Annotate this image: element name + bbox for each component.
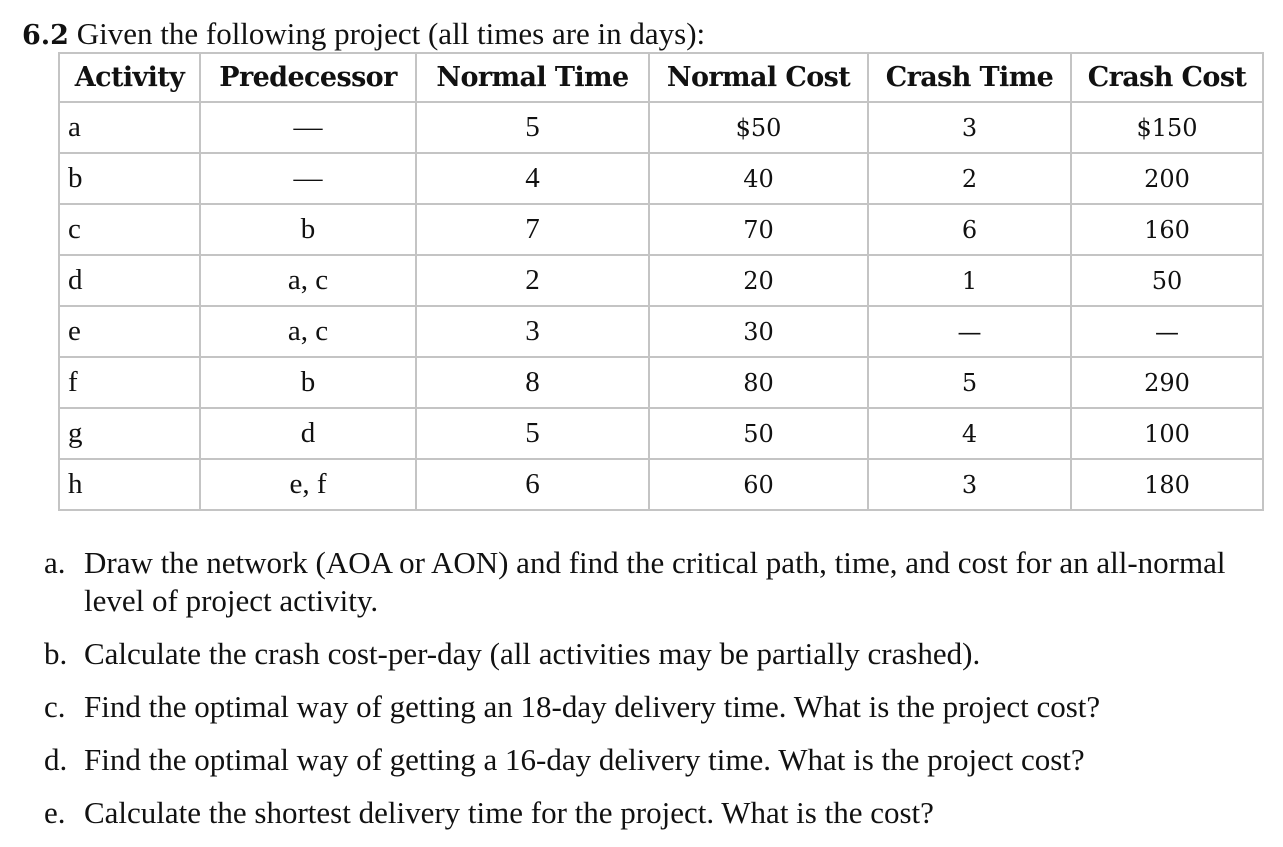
question-e: e. Calculate the shortest delivery time … <box>44 794 1279 832</box>
question-label: b. <box>44 636 68 671</box>
cell-normal-time: 5 <box>415 407 650 460</box>
table-row: c b 7 70 6 160 <box>58 203 1264 256</box>
cell-normal-cost: $50 <box>648 101 869 154</box>
cell-normal-time: 5 <box>415 101 650 154</box>
cell-normal-time: 8 <box>415 356 650 409</box>
cell-crash-time: 4 <box>867 407 1072 460</box>
cell-normal-cost: 20 <box>648 254 869 307</box>
question-a: a. Draw the network (AOA or AON) and fin… <box>44 544 1279 620</box>
cell-activity: f <box>58 356 201 409</box>
cell-normal-cost: 50 <box>648 407 869 460</box>
question-text: Find the optimal way of getting a 16-day… <box>84 742 1085 777</box>
question-label: c. <box>44 689 66 724</box>
table-row: d a, c 2 20 1 50 <box>58 254 1264 307</box>
cell-activity: b <box>58 152 201 205</box>
cell-crash-cost: 290 <box>1070 356 1264 409</box>
header-activity: Activity <box>58 52 201 103</box>
question-d: d. Find the optimal way of getting a 16-… <box>44 741 1279 779</box>
header-normal-cost: Normal Cost <box>648 52 869 103</box>
cell-activity: h <box>58 458 201 511</box>
cell-activity: d <box>58 254 201 307</box>
cell-crash-cost: 200 <box>1070 152 1264 205</box>
cell-normal-cost: 70 <box>648 203 869 256</box>
cell-crash-time: 3 <box>867 458 1072 511</box>
cell-crash-cost: 100 <box>1070 407 1264 460</box>
cell-predecessor: a, c <box>199 305 417 358</box>
header-predecessor: Predecessor <box>199 52 417 103</box>
project-activity-table: Activity Predecessor Normal Time Normal … <box>58 52 1264 511</box>
question-label: e. <box>44 795 66 830</box>
cell-crash-cost: 180 <box>1070 458 1264 511</box>
cell-activity: g <box>58 407 201 460</box>
question-text: Calculate the crash cost-per-day (all ac… <box>84 636 981 671</box>
cell-crash-cost: 50 <box>1070 254 1264 307</box>
table-row: b — 4 40 2 200 <box>58 152 1264 205</box>
table-row: h e, f 6 60 3 180 <box>58 458 1264 511</box>
cell-normal-cost: 30 <box>648 305 869 358</box>
cell-crash-cost: $150 <box>1070 101 1264 154</box>
problem-number: 6.2 <box>22 20 69 51</box>
question-label: d. <box>44 742 68 777</box>
question-text: Calculate the shortest delivery time for… <box>84 795 934 830</box>
cell-crash-cost: — <box>1070 305 1264 358</box>
header-crash-time: Crash Time <box>867 52 1072 103</box>
cell-crash-time: 1 <box>867 254 1072 307</box>
cell-normal-cost: 60 <box>648 458 869 511</box>
cell-crash-time: 5 <box>867 356 1072 409</box>
question-label: a. <box>44 545 66 580</box>
table-header-row: Activity Predecessor Normal Time Normal … <box>58 52 1264 103</box>
cell-normal-cost: 40 <box>648 152 869 205</box>
cell-predecessor: — <box>199 152 417 205</box>
question-text: Find the optimal way of getting an 18-da… <box>84 689 1101 724</box>
table-row: e a, c 3 30 — — <box>58 305 1264 358</box>
table-row: a — 5 $50 3 $150 <box>58 101 1264 154</box>
cell-normal-time: 4 <box>415 152 650 205</box>
cell-normal-time: 3 <box>415 305 650 358</box>
cell-crash-time: 6 <box>867 203 1072 256</box>
cell-crash-time: — <box>867 305 1072 358</box>
question-b: b. Calculate the crash cost-per-day (all… <box>44 635 1279 673</box>
question-list: a. Draw the network (AOA or AON) and fin… <box>44 544 1279 847</box>
cell-predecessor: b <box>199 203 417 256</box>
question-c: c. Find the optimal way of getting an 18… <box>44 688 1279 726</box>
header-crash-cost: Crash Cost <box>1070 52 1264 103</box>
cell-predecessor: b <box>199 356 417 409</box>
cell-activity: e <box>58 305 201 358</box>
problem-title: 6.2 Given the following project (all tim… <box>22 14 705 56</box>
problem-intro: Given the following project (all times a… <box>76 16 706 51</box>
cell-crash-cost: 160 <box>1070 203 1264 256</box>
cell-activity: c <box>58 203 201 256</box>
cell-normal-time: 2 <box>415 254 650 307</box>
cell-predecessor: e, f <box>199 458 417 511</box>
cell-predecessor: — <box>199 101 417 154</box>
cell-crash-time: 2 <box>867 152 1072 205</box>
cell-predecessor: d <box>199 407 417 460</box>
cell-activity: a <box>58 101 201 154</box>
header-normal-time: Normal Time <box>415 52 650 103</box>
table-row: g d 5 50 4 100 <box>58 407 1264 460</box>
table-row: f b 8 80 5 290 <box>58 356 1264 409</box>
cell-normal-time: 7 <box>415 203 650 256</box>
cell-predecessor: a, c <box>199 254 417 307</box>
question-text: Draw the network (AOA or AON) and find t… <box>84 545 1226 618</box>
cell-normal-cost: 80 <box>648 356 869 409</box>
cell-normal-time: 6 <box>415 458 650 511</box>
cell-crash-time: 3 <box>867 101 1072 154</box>
